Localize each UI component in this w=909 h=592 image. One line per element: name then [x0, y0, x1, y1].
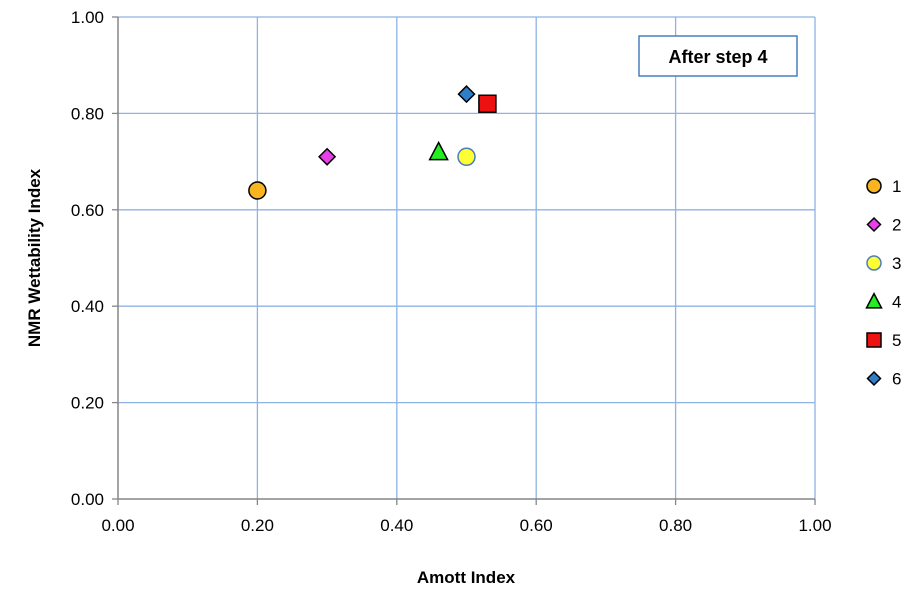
x-tick-label: 0.40: [380, 516, 413, 535]
legend-label-5: 5: [892, 331, 901, 350]
y-tick-label: 0.60: [71, 201, 104, 220]
legend-label-3: 3: [892, 254, 901, 273]
data-points: [248, 85, 497, 200]
y-tick-label: 0.40: [71, 297, 104, 316]
legend-marker-5: [866, 332, 882, 348]
x-tick-label: 0.80: [659, 516, 692, 535]
x-tick-labels: 0.00 0.20 0.40 0.60 0.80 1.00: [101, 516, 831, 535]
y-tick-label: 1.00: [71, 8, 104, 27]
legend-marker-1: [866, 178, 882, 194]
legend-label-4: 4: [892, 293, 901, 312]
annotation-box: After step 4: [638, 35, 798, 77]
annotation-frame: [638, 35, 798, 77]
y-tick-label: 0.80: [71, 104, 104, 123]
x-tick-label: 0.00: [101, 516, 134, 535]
x-tick-label: 0.60: [520, 516, 553, 535]
legend-marker-2: [866, 216, 882, 233]
data-point-5: [478, 94, 497, 114]
legend-label-6: 6: [892, 370, 901, 389]
y-tick-labels: 0.00 0.20 0.40 0.60 0.80 1.00: [71, 8, 104, 509]
grid: [118, 16, 816, 499]
axes: [112, 16, 816, 505]
y-tick-label: 0.00: [71, 490, 104, 509]
data-point-3: [457, 147, 476, 167]
legend: 1 2 3 4 5 6: [865, 177, 901, 389]
legend-marker-3: [866, 255, 882, 271]
legend-label-2: 2: [892, 216, 901, 235]
data-point-2: [318, 147, 337, 166]
annotation-label: After step 4: [668, 47, 767, 67]
x-tick-label: 0.20: [241, 516, 274, 535]
legend-marker-6: [866, 370, 882, 387]
legend-marker-4: [865, 292, 883, 309]
y-tick-label: 0.20: [71, 394, 104, 413]
y-axis-title: NMR Wettability Index: [25, 168, 44, 347]
data-point-1: [248, 181, 267, 200]
data-point-6: [457, 85, 476, 104]
data-point-4: [428, 140, 449, 161]
x-axis-title: Amott Index: [417, 568, 516, 587]
legend-label-1: 1: [892, 177, 901, 196]
x-tick-label: 1.00: [798, 516, 831, 535]
